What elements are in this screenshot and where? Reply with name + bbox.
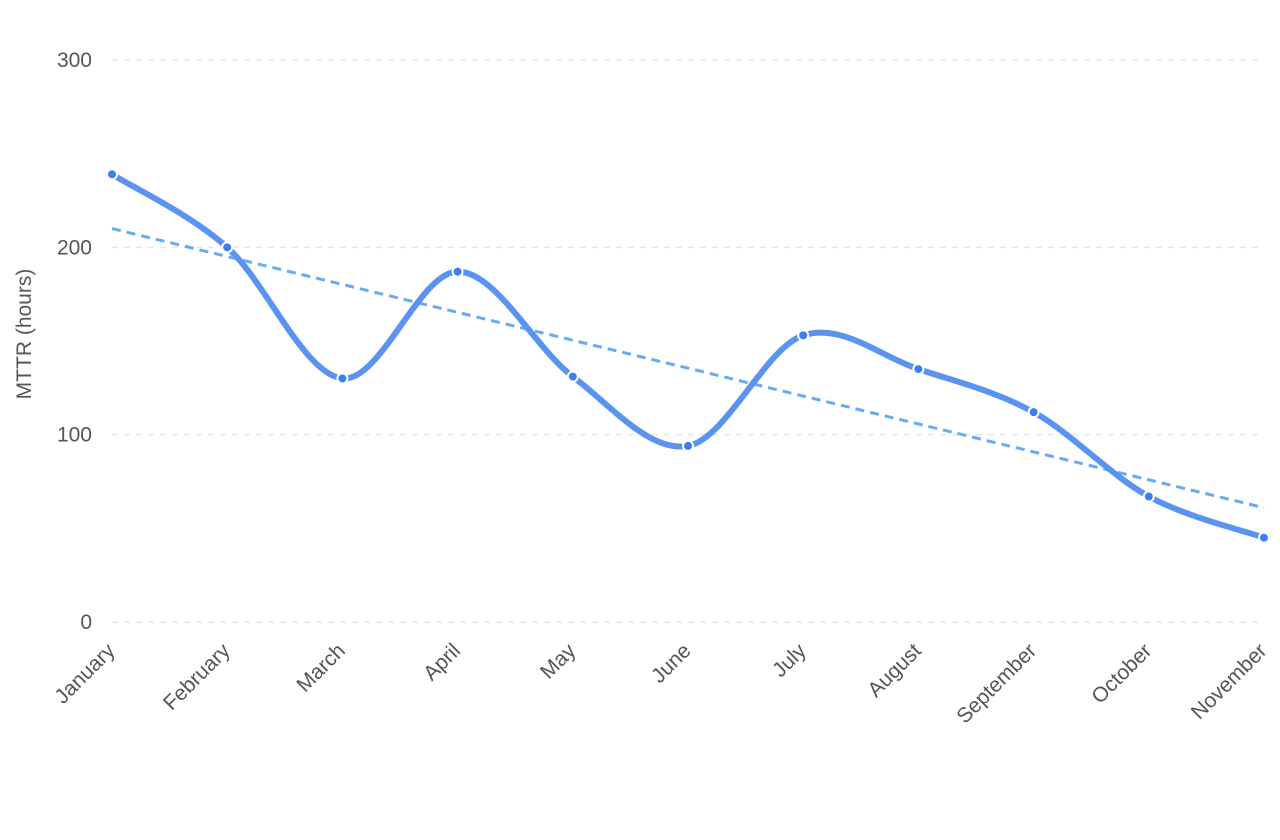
x-tick-label: March — [292, 639, 350, 697]
data-point — [566, 370, 579, 383]
series-line — [109, 171, 1267, 541]
x-tick-label: February — [159, 639, 235, 715]
x-tick-label: July — [768, 639, 811, 682]
x-tick-label: April — [419, 639, 465, 685]
data-point — [451, 265, 464, 278]
trend-line — [111, 227, 1265, 510]
data-point — [336, 372, 349, 385]
x-tick-label: September — [952, 639, 1041, 728]
grid-lines — [112, 59, 1260, 623]
y-axis-ticks: 0 100 200 300 — [57, 49, 92, 634]
data-point — [1142, 490, 1155, 503]
x-tick-label: August — [863, 639, 926, 702]
data-point — [1258, 531, 1270, 544]
y-tick-label: 300 — [57, 49, 92, 72]
data-point — [912, 363, 925, 376]
y-axis-title: MTTR (hours) — [13, 269, 36, 400]
y-tick-label: 100 — [57, 424, 92, 447]
x-tick-label: June — [647, 639, 695, 687]
data-point — [682, 439, 694, 452]
data-point — [797, 329, 810, 342]
x-tick-label: November — [1187, 639, 1272, 724]
data-points — [106, 168, 1270, 544]
data-point — [106, 168, 118, 181]
x-tick-label: January — [50, 639, 119, 708]
data-point — [221, 241, 234, 254]
data-point — [1027, 406, 1040, 419]
x-tick-label: October — [1087, 639, 1156, 708]
x-tick-label: May — [536, 639, 581, 684]
y-tick-label: 0 — [80, 611, 92, 634]
x-axis-ticks: January February March April May June July Augu… — [50, 639, 1271, 728]
y-tick-label: 200 — [57, 236, 92, 259]
